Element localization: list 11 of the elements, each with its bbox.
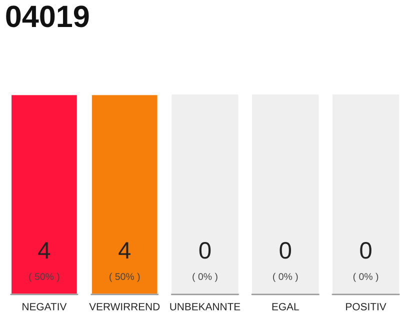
x-tick-label: UNBEKANNTE <box>170 303 240 310</box>
data-label: 0 ( 0% ) <box>353 242 378 282</box>
x-tick-label: VERWIRREND <box>89 303 160 310</box>
data-label: 4 ( 50% ) <box>110 242 140 282</box>
x-tick-label: POSITIV <box>346 303 386 310</box>
x-tick-label: NEGATIV <box>22 303 67 310</box>
data-label: 0 ( 0% ) <box>192 242 218 282</box>
chart-title: 04019 <box>6 6 89 28</box>
x-tick-label: EGAL <box>272 303 299 310</box>
data-label: 0 ( 0% ) <box>273 242 298 282</box>
data-label: 4 ( 50% ) <box>29 242 60 282</box>
